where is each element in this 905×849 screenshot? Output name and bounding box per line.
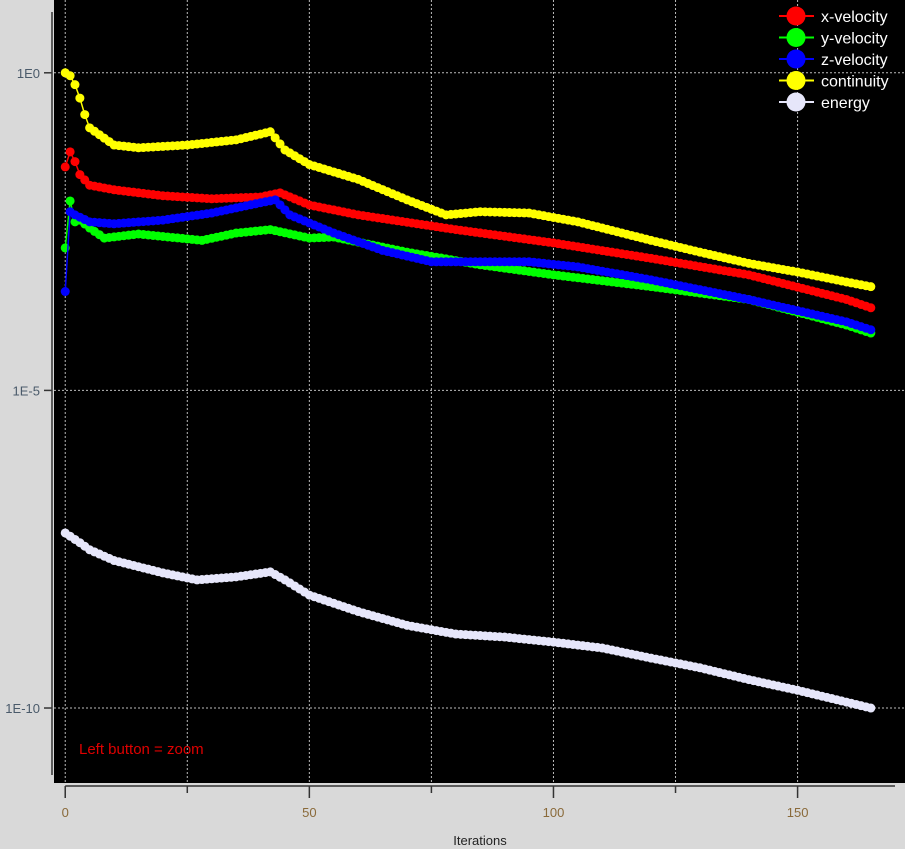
legend-label: z-velocity — [821, 52, 888, 69]
z-velocity-point — [866, 325, 876, 335]
continuity-point — [265, 127, 275, 137]
series-energy — [60, 528, 876, 713]
plot-area[interactable] — [54, 0, 905, 783]
legend: x-velocity y-velocity z-velocity continuity… — [779, 6, 889, 112]
y-tick-label: 1E-10 — [5, 701, 40, 716]
y-velocity-point — [65, 196, 75, 206]
y-tick-label: 1E0 — [17, 66, 40, 81]
legend-label: y-velocity — [821, 31, 888, 48]
legend-marker — [786, 71, 806, 90]
zoom-hint-annotation: Left button = zoom — [79, 741, 204, 758]
continuity-point — [65, 71, 75, 81]
x-tick-label: 50 — [302, 805, 316, 820]
continuity-point — [75, 93, 85, 103]
legend-label: x-velocity — [821, 9, 888, 26]
x-tick-label: 0 — [62, 805, 69, 820]
legend-marker — [786, 49, 806, 69]
legend-item-z-velocity: z-velocity — [779, 49, 888, 69]
x-tick-label: 100 — [543, 805, 565, 820]
series-z-velocity — [60, 195, 876, 335]
x-velocity-point — [70, 157, 80, 167]
legend-item-energy: energy — [779, 92, 870, 112]
legend-item-continuity: continuity — [779, 71, 889, 91]
grid — [54, 0, 905, 783]
x-tick-label: 150 — [787, 805, 809, 820]
continuity-point — [275, 139, 285, 149]
x-velocity-point — [60, 162, 70, 172]
legend-marker — [786, 92, 806, 112]
continuity-point — [866, 282, 876, 292]
series-continuity — [60, 68, 876, 292]
y-tick-label: 1E-5 — [13, 383, 40, 398]
continuity-point — [270, 133, 280, 143]
axes: 1E0 1E-5 1E-10 0 50 100 150 — [5, 12, 895, 820]
legend-label: energy — [821, 95, 870, 112]
legend-label: continuity — [821, 74, 889, 91]
series-x-velocity — [60, 147, 876, 313]
z-velocity-point — [60, 287, 70, 297]
x-velocity-point — [65, 147, 75, 157]
x-axis-label: Iterations — [453, 833, 507, 848]
series-layer — [60, 68, 876, 713]
legend-marker — [786, 6, 806, 26]
continuity-point — [80, 110, 90, 120]
legend-marker — [786, 28, 806, 47]
x-velocity-point — [866, 303, 876, 313]
legend-item-y-velocity: y-velocity — [779, 28, 888, 48]
legend-item-x-velocity: x-velocity — [779, 6, 888, 26]
energy-point — [866, 703, 876, 713]
continuity-point — [70, 80, 80, 90]
